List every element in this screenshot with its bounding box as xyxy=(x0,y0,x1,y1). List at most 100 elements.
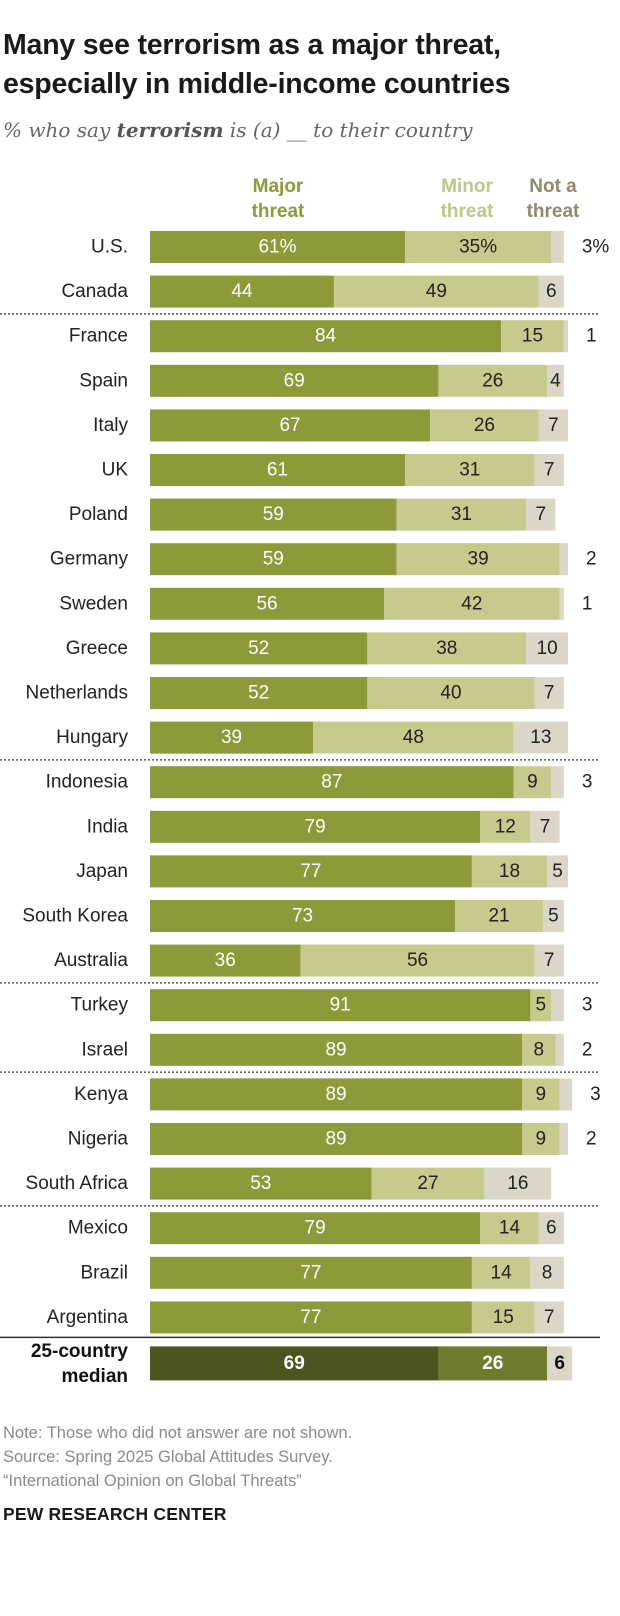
value-minor-uk: 31 xyxy=(459,460,480,481)
bar-major-south-africa xyxy=(150,1167,372,1200)
value-major-israel: 89 xyxy=(325,1039,346,1060)
value-not-japan: 5 xyxy=(552,861,563,882)
bar-not-germany xyxy=(559,543,568,576)
row-label-israel: Israel xyxy=(82,1039,128,1060)
row-label-south-africa: South Africa xyxy=(26,1173,129,1194)
value-minor-hungary: 48 xyxy=(403,727,424,748)
bar-major-germany xyxy=(150,543,397,576)
bar-minor-israel xyxy=(522,1033,556,1066)
value-not-brazil: 8 xyxy=(542,1262,553,1283)
value-not-hungary: 13 xyxy=(530,727,551,748)
bar-major-greece xyxy=(150,632,368,665)
bar-major-italy xyxy=(150,409,431,442)
value-minor-netherlands: 40 xyxy=(440,683,461,704)
value-major-nigeria: 89 xyxy=(325,1129,346,1150)
footer-note: Note: Those who did not answer are not s… xyxy=(3,1424,353,1442)
bar-minor-spain xyxy=(438,364,548,397)
bar-major-canada xyxy=(150,275,334,308)
median-value-minor: 26 xyxy=(482,1353,503,1374)
value-major-france: 84 xyxy=(315,326,337,347)
bar-major-kenya xyxy=(150,1078,523,1111)
bar-minor-sweden xyxy=(384,587,560,620)
value-major-indonesia: 87 xyxy=(321,772,342,793)
bar-not-indonesia xyxy=(551,766,564,799)
bar-major-turkey xyxy=(150,989,531,1022)
value-not-israel: 2 xyxy=(582,1039,593,1060)
bar-minor-nigeria xyxy=(522,1123,560,1155)
value-not-spain: 4 xyxy=(550,370,561,391)
value-not-germany: 2 xyxy=(586,549,597,570)
subtitle-prefix: % who say xyxy=(3,118,117,142)
legend-major-threat: Major threat xyxy=(228,174,328,224)
value-major-argentina: 77 xyxy=(300,1307,321,1328)
value-not-kenya: 3 xyxy=(590,1084,601,1105)
value-not-australia: 7 xyxy=(544,950,555,971)
bar-minor-italy xyxy=(430,409,539,442)
bar-major-argentina xyxy=(150,1301,472,1334)
bar-minor-kenya xyxy=(522,1078,560,1111)
bar-not-spain xyxy=(547,364,564,397)
bar-major-israel xyxy=(150,1033,523,1066)
value-major-australia: 36 xyxy=(215,950,236,971)
row-label-argentina: Argentina xyxy=(47,1307,129,1328)
value-major-sweden: 56 xyxy=(256,593,277,614)
bar-not-south-korea xyxy=(542,900,564,932)
value-minor-spain: 26 xyxy=(482,370,503,391)
footer-source: Source: Spring 2025 Global Attitudes Sur… xyxy=(3,1448,333,1466)
value-major-canada: 44 xyxy=(231,281,253,302)
legend-not-line1: Not a xyxy=(529,176,577,197)
bar-minor-greece xyxy=(367,632,527,665)
bar-minor-hungary xyxy=(313,721,514,754)
bar-not-india xyxy=(530,810,560,843)
bar-minor-brazil xyxy=(471,1256,531,1289)
bar-major-japan xyxy=(150,855,472,888)
bar-not-kenya xyxy=(559,1078,573,1111)
value-major-mexico: 79 xyxy=(305,1218,326,1239)
bar-not-france xyxy=(563,320,568,353)
bar-major-hungary xyxy=(150,721,314,754)
row-label-hungary: Hungary xyxy=(56,727,128,748)
bar-minor-canada xyxy=(333,275,539,308)
bar-not-netherlands xyxy=(534,677,564,709)
row-label-italy: Italy xyxy=(93,415,128,436)
bar-major-india xyxy=(150,810,481,843)
median-value-major: 69 xyxy=(284,1353,305,1374)
value-minor-italy: 26 xyxy=(474,415,495,436)
value-not-argentina: 7 xyxy=(544,1307,555,1328)
value-not-france: 1 xyxy=(586,326,597,347)
value-major-brazil: 77 xyxy=(300,1262,321,1283)
bar-not-mexico xyxy=(538,1212,564,1245)
legend-not-line2: threat xyxy=(526,201,580,222)
row-label-turkey: Turkey xyxy=(71,995,129,1016)
bar-major-indonesia xyxy=(150,766,514,799)
value-major-south-africa: 53 xyxy=(250,1173,271,1194)
bar-not-australia xyxy=(534,944,564,977)
value-major-spain: 69 xyxy=(284,370,305,391)
bar-major-spain xyxy=(150,364,439,397)
row-label-japan: Japan xyxy=(76,861,128,882)
bar-minor-australia xyxy=(300,944,535,977)
value-major-india: 79 xyxy=(305,816,326,837)
bar-not-italy xyxy=(538,409,568,442)
bar-major-u-s xyxy=(150,231,405,263)
bar-not-japan xyxy=(547,855,568,888)
row-label-india: India xyxy=(87,816,129,837)
bar-major-south-korea xyxy=(150,900,456,932)
bar-not-brazil xyxy=(530,1256,564,1289)
bar-minor-south-korea xyxy=(455,900,543,932)
bar-not-argentina xyxy=(534,1301,564,1334)
bar-major-netherlands xyxy=(150,677,368,709)
median-bar-minor xyxy=(438,1346,548,1381)
value-minor-france: 15 xyxy=(522,326,543,347)
bar-major-poland xyxy=(150,498,397,531)
value-not-mexico: 6 xyxy=(546,1218,557,1239)
value-minor-greece: 38 xyxy=(436,638,457,659)
row-label-netherlands: Netherlands xyxy=(26,683,128,704)
value-not-uk: 7 xyxy=(544,460,555,481)
value-minor-poland: 31 xyxy=(451,504,472,525)
bar-minor-france xyxy=(501,320,564,353)
legend-minor-line1: Minor xyxy=(441,176,493,197)
legend-major-line1: Major xyxy=(252,176,304,197)
value-not-sweden: 1 xyxy=(582,593,593,614)
row-label-france: France xyxy=(69,326,128,347)
